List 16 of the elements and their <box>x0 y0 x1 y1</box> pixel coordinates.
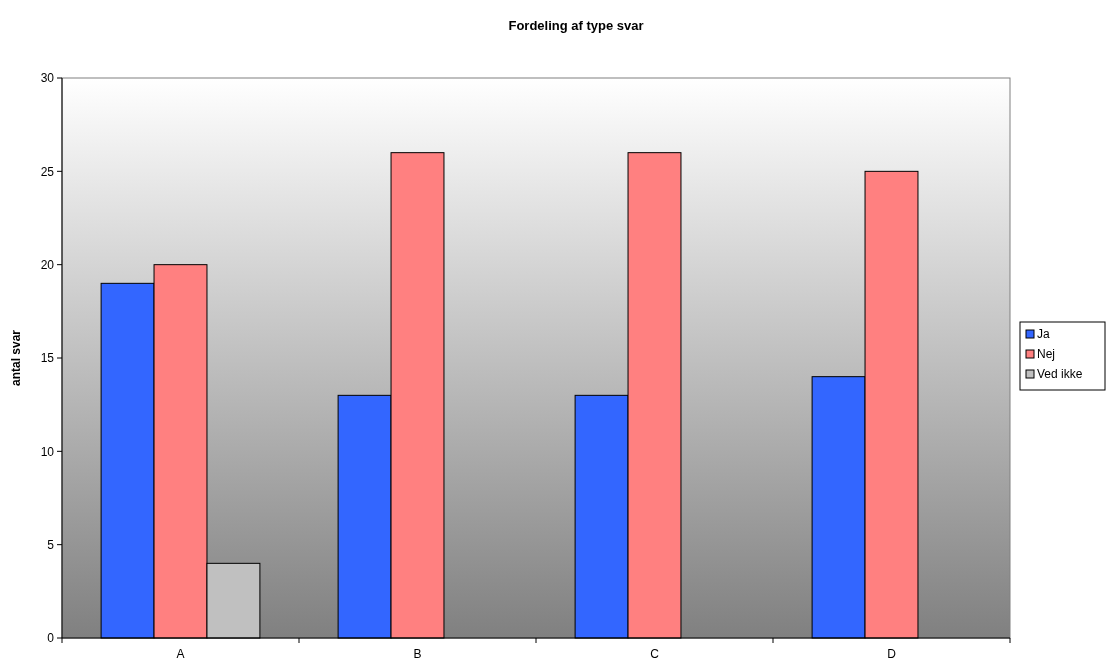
chart-title: Fordeling af type svar <box>508 18 644 33</box>
y-tick-label: 20 <box>40 257 55 272</box>
y-tick-label: 0 <box>47 631 55 646</box>
legend-label: Ja <box>1037 327 1050 342</box>
legend-label: Ved ikke <box>1037 367 1083 382</box>
y-tick-label: 10 <box>40 444 55 459</box>
y-tick-label: 30 <box>40 71 55 86</box>
y-tick-label: 5 <box>47 537 55 552</box>
x-tick-label: C <box>650 647 660 661</box>
legend-label: Nej <box>1037 347 1056 362</box>
y-axis-title: antal svar <box>9 329 23 387</box>
y-tick-label: 15 <box>40 351 55 366</box>
x-tick-label: A <box>176 647 185 661</box>
x-tick-label: D <box>887 647 897 661</box>
y-tick-label: 25 <box>40 164 55 179</box>
x-tick-label: B <box>413 647 422 661</box>
